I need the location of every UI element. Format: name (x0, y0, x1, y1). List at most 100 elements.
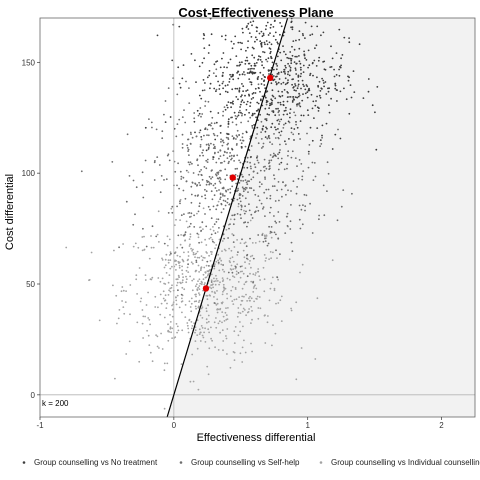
scatter-point (249, 272, 251, 275)
scatter-point (242, 190, 245, 193)
scatter-point (172, 308, 174, 311)
scatter-point (212, 229, 215, 232)
scatter-point (241, 287, 244, 290)
scatter-point (163, 113, 165, 116)
scatter-point (226, 198, 229, 200)
scatter-point (171, 337, 174, 339)
scatter-point (217, 80, 220, 83)
scatter-point (222, 80, 225, 83)
scatter-point (144, 279, 147, 281)
scatter-point (227, 122, 230, 125)
scatter-point (186, 147, 189, 149)
scatter-point (218, 269, 221, 272)
scatter-point (240, 121, 243, 124)
scatter-point (207, 205, 210, 208)
scatter-point (196, 159, 199, 162)
scatter-point (122, 243, 124, 245)
scatter-point (241, 132, 244, 135)
scatter-point (283, 123, 285, 126)
scatter-point (315, 100, 317, 102)
scatter-point (227, 162, 230, 165)
scatter-point (238, 89, 241, 92)
scatter-point (258, 199, 261, 202)
scatter-point (229, 278, 231, 281)
scatter-point (248, 187, 251, 189)
scatter-point (175, 269, 177, 271)
scatter-point (292, 133, 295, 136)
scatter-point (159, 293, 162, 296)
scatter-point (304, 88, 307, 91)
legend-key (319, 461, 323, 464)
scatter-point (260, 131, 262, 134)
scatter-point (230, 289, 233, 292)
scatter-point (223, 320, 226, 322)
scatter-point (237, 77, 240, 80)
scatter-point (282, 100, 285, 103)
scatter-point (302, 71, 305, 73)
scatter-point (136, 293, 139, 295)
scatter-point (167, 212, 170, 214)
scatter-point (244, 94, 246, 97)
scatter-point (265, 167, 268, 170)
scatter-point (271, 103, 273, 105)
scatter-point (209, 82, 212, 85)
scatter-point (246, 257, 248, 260)
scatter-point (195, 300, 198, 303)
scatter-point (314, 104, 317, 107)
scatter-point (213, 291, 216, 293)
scatter-point (181, 246, 184, 249)
scatter-point (224, 38, 227, 41)
scatter-point (219, 198, 222, 201)
scatter-point (274, 332, 277, 335)
scatter-point (186, 322, 189, 324)
scatter-point (265, 103, 268, 106)
scatter-point (313, 117, 315, 119)
scatter-point (265, 119, 268, 122)
scatter-point (189, 143, 192, 145)
scatter-point (374, 111, 376, 114)
scatter-point (151, 360, 154, 363)
scatter-point (224, 311, 227, 314)
scatter-point (202, 256, 205, 259)
scatter-point (171, 59, 174, 62)
scatter-point (255, 137, 257, 139)
scatter-point (188, 245, 191, 247)
scatter-point (129, 284, 132, 286)
scatter-point (282, 113, 285, 116)
points-layer (65, 17, 379, 410)
scatter-point (237, 281, 240, 283)
scatter-point (244, 205, 247, 208)
scatter-point (166, 302, 168, 305)
scatter-point (286, 113, 289, 116)
scatter-point (224, 204, 227, 207)
scatter-point (114, 377, 116, 380)
scatter-point (246, 254, 248, 257)
scatter-point (248, 71, 251, 74)
scatter-point (236, 167, 239, 170)
scatter-point (235, 117, 238, 120)
scatter-point (171, 205, 174, 208)
scatter-point (290, 156, 293, 159)
scatter-point (224, 90, 227, 93)
scatter-point (291, 54, 294, 57)
scatter-point (327, 90, 330, 93)
scatter-point (198, 202, 201, 205)
scatter-point (290, 127, 293, 129)
scatter-point (200, 169, 203, 171)
scatter-point (314, 358, 317, 360)
scatter-point (227, 271, 230, 274)
scatter-point (168, 274, 171, 276)
scatter-point (321, 124, 324, 127)
scatter-point (225, 136, 228, 139)
scatter-point (272, 110, 275, 112)
scatter-point (195, 307, 198, 310)
scatter-point (141, 249, 144, 252)
scatter-point (287, 120, 290, 123)
scatter-point (301, 79, 304, 82)
scatter-point (195, 81, 197, 83)
scatter-point (288, 96, 290, 98)
scatter-point (251, 125, 254, 127)
scatter-point (212, 158, 215, 161)
scatter-point (244, 113, 246, 116)
scatter-point (163, 369, 166, 372)
